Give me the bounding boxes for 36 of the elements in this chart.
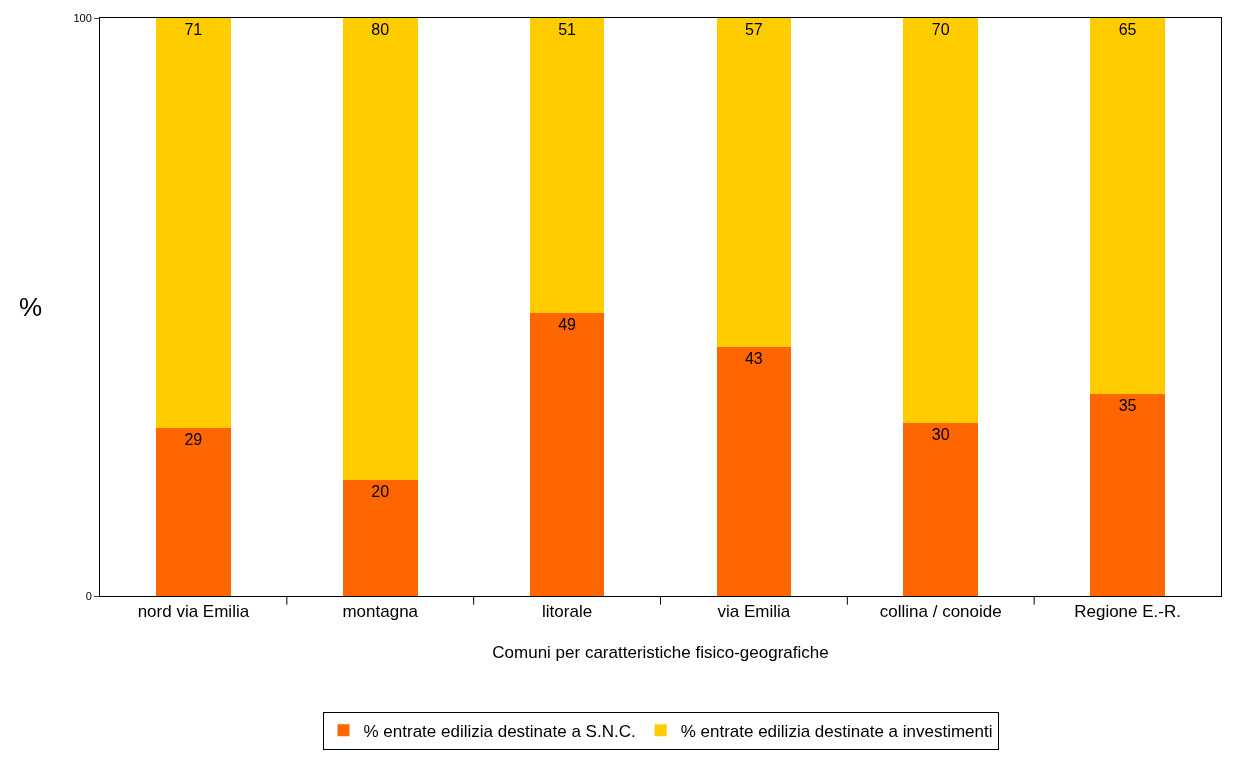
bar: [1090, 393, 1165, 596]
x-tick-label: Regione E.-R.: [1074, 602, 1181, 622]
x-axis-title: Comuni per caratteristiche fisico-geografiche: [492, 642, 829, 662]
y-tick-label: 100: [73, 11, 92, 24]
x-tick-label: nord via Emilia: [137, 602, 250, 622]
data-label: 35: [1118, 396, 1137, 414]
data-label: 57: [744, 21, 763, 38]
x-tick-label: collina / conoide: [879, 602, 1002, 622]
data-label: 51: [558, 21, 577, 38]
data-label: 71: [184, 21, 203, 38]
bar: [342, 480, 418, 596]
data-label: 49: [558, 315, 577, 333]
bar: [716, 347, 792, 596]
legend-label: % entrate edilizia destinate a S.N.C.: [363, 721, 636, 741]
bar: [156, 428, 231, 596]
data-label: 20: [371, 483, 390, 501]
bar: [903, 18, 979, 423]
legend-label: % entrate edilizia destinate a investimenti: [680, 721, 993, 741]
bar: [156, 18, 231, 429]
bar: [529, 18, 605, 313]
data-label: 30: [931, 425, 950, 443]
data-label: 43: [744, 350, 763, 368]
data-label: 70: [931, 21, 950, 38]
x-tick-label: litorale: [542, 602, 593, 622]
bar: [342, 18, 418, 481]
x-tick-label: montagna: [342, 602, 419, 622]
bar: [1090, 18, 1165, 394]
y-axis-title: %: [19, 292, 43, 322]
x-tick-label: via Emilia: [717, 602, 791, 622]
bar: [529, 312, 605, 596]
y-tick-label: 0: [85, 589, 92, 602]
data-label: 65: [1118, 21, 1137, 38]
bar: [903, 422, 979, 596]
data-label: 80: [371, 21, 390, 38]
data-label: 29: [184, 431, 203, 449]
bar: [716, 18, 792, 348]
